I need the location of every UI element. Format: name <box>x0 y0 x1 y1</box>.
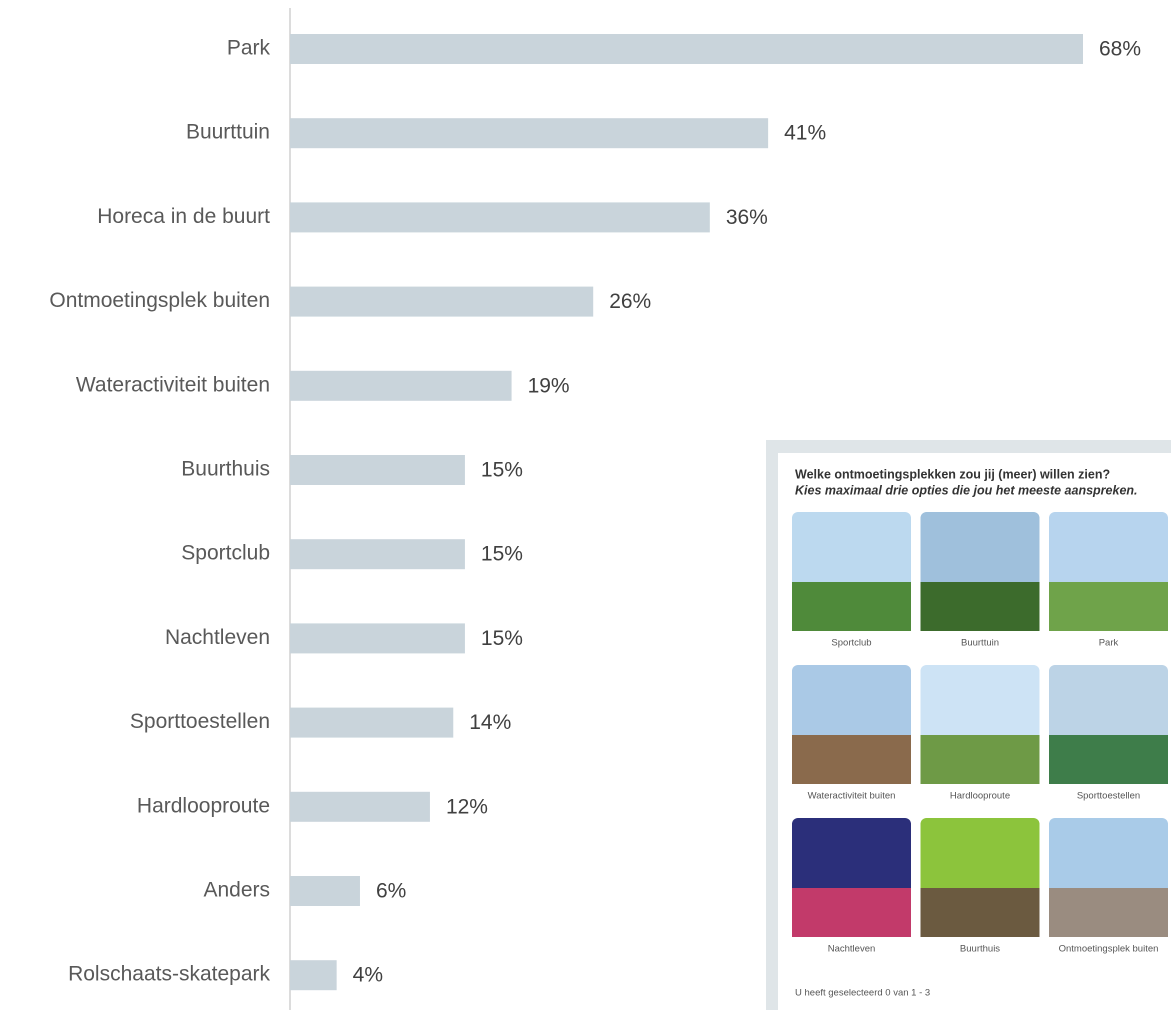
image-ground <box>920 735 1040 784</box>
bar <box>290 34 1083 64</box>
bar <box>290 286 594 317</box>
inset-question: Welke ontmoetingsplekken zou jij (meer) … <box>795 467 1110 481</box>
bar <box>290 118 769 149</box>
image-ground <box>792 582 911 631</box>
bar <box>290 791 430 822</box>
image-ground <box>1049 888 1168 937</box>
option-image <box>920 512 1040 631</box>
bar <box>290 539 465 570</box>
value-label: 41% <box>784 122 826 145</box>
option-caption: Sportclub <box>831 638 871 649</box>
bar <box>290 876 360 906</box>
image-ground-edge <box>792 931 911 937</box>
value-label: 19% <box>528 374 570 397</box>
image-ground <box>792 888 911 937</box>
image-ground <box>1049 735 1168 784</box>
image-ground <box>1049 582 1168 631</box>
option-caption: Buurttuin <box>961 638 999 649</box>
option-image <box>1049 665 1168 784</box>
option-caption: Sporttoestellen <box>1077 791 1140 802</box>
category-label: Wateractiviteit buiten <box>76 373 270 396</box>
value-label: 15% <box>481 459 523 482</box>
option-caption: Buurthuis <box>960 944 1000 955</box>
image-ground-edge <box>1049 931 1168 937</box>
option-caption: Hardlooproute <box>950 791 1010 802</box>
image-ground-edge <box>920 778 1040 784</box>
category-label: Park <box>227 37 271 60</box>
inset-footer: U heeft geselecteerd 0 van 1 - 3 <box>795 988 930 999</box>
category-label: Ontmoetingsplek buiten <box>49 289 270 312</box>
value-label: 68% <box>1099 38 1141 61</box>
category-label: Nachtleven <box>165 626 270 649</box>
image-ground-edge <box>920 625 1040 631</box>
option-image <box>792 512 911 631</box>
option-image <box>920 665 1040 784</box>
option-caption: Wateractiviteit buiten <box>808 791 896 802</box>
bar <box>290 707 454 738</box>
bar <box>290 455 465 485</box>
category-label: Sportclub <box>181 542 270 565</box>
value-label: 15% <box>481 543 523 566</box>
value-label: 36% <box>726 206 768 229</box>
value-label: 15% <box>481 627 523 650</box>
category-label: Anders <box>203 879 270 902</box>
bar <box>290 202 710 233</box>
option-image <box>792 818 911 937</box>
image-ground <box>920 582 1040 631</box>
option-image <box>920 818 1040 937</box>
option-caption: Ontmoetingsplek buiten <box>1059 944 1159 955</box>
category-label: Rolschaats-skatepark <box>68 963 270 986</box>
category-label: Horeca in de buurt <box>97 205 270 228</box>
category-label: Hardlooproute <box>137 794 270 817</box>
image-ground-edge <box>792 625 911 631</box>
category-label: Buurttuin <box>186 121 270 144</box>
image-ground-edge <box>1049 778 1168 784</box>
value-label: 12% <box>446 795 488 818</box>
image-ground-edge <box>1049 625 1168 631</box>
value-label: 14% <box>469 711 511 734</box>
option-image <box>1049 818 1168 937</box>
option-image <box>792 665 911 784</box>
category-label: Sporttoestellen <box>130 710 270 733</box>
option-caption: Park <box>1099 638 1119 649</box>
image-ground-edge <box>920 931 1040 937</box>
image-ground <box>792 735 911 784</box>
bar <box>290 370 512 401</box>
option-image <box>1049 512 1168 631</box>
value-label: 6% <box>376 880 406 903</box>
option-caption: Nachtleven <box>828 944 876 955</box>
bar <box>290 960 337 991</box>
value-label: 4% <box>353 964 383 987</box>
image-ground-edge <box>792 778 911 784</box>
inset-instruction: Kies maximaal drie opties die jou het me… <box>795 483 1138 497</box>
category-label: Buurthuis <box>181 458 270 481</box>
image-ground <box>920 888 1040 937</box>
value-label: 26% <box>609 290 651 313</box>
bar <box>290 623 465 654</box>
